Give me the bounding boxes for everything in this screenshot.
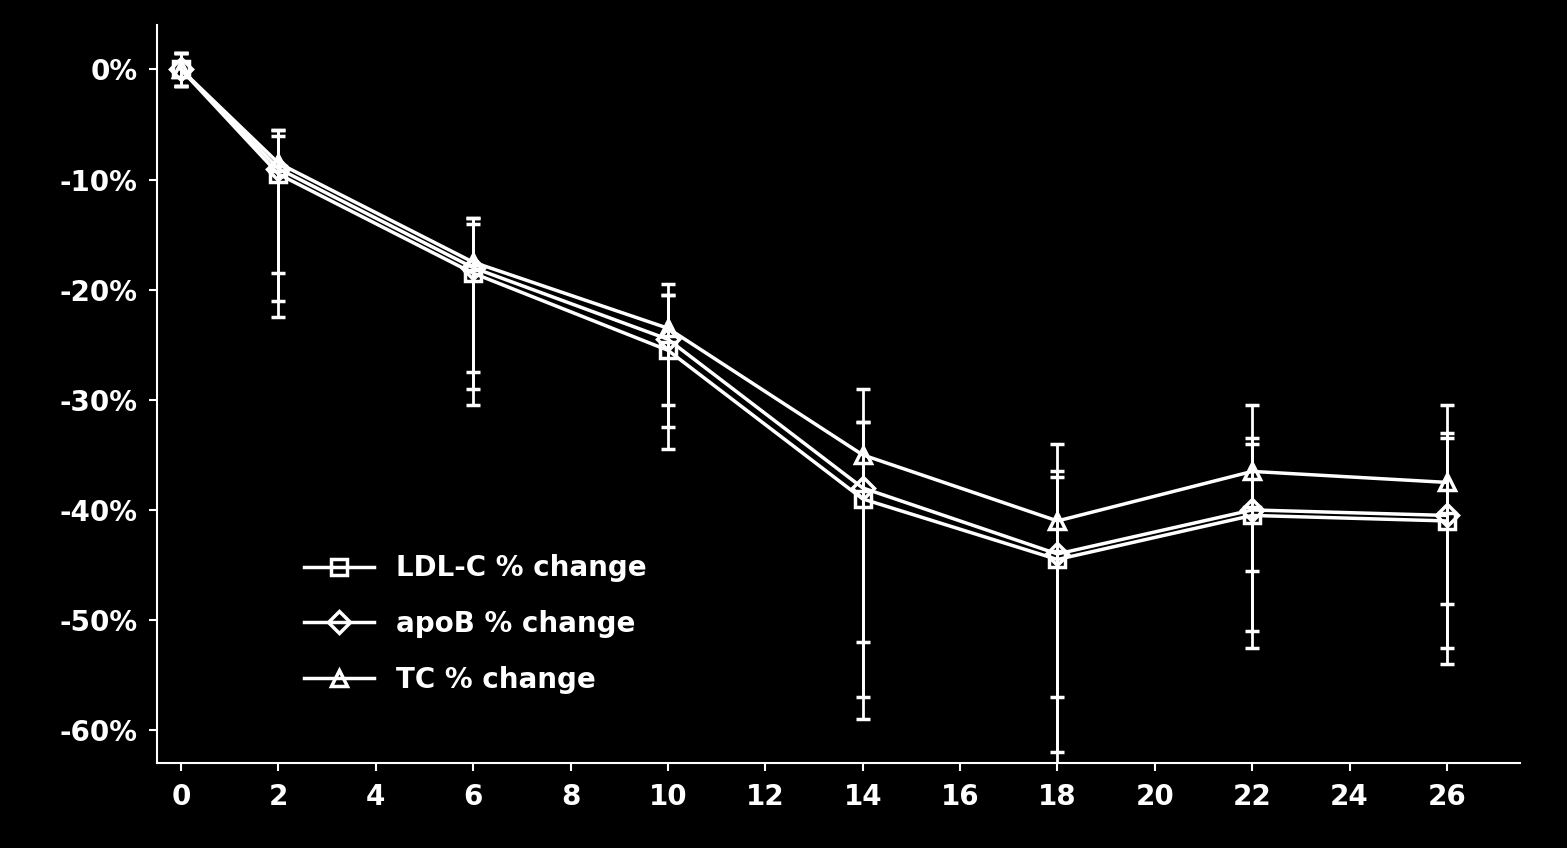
Legend: LDL-C % change, apoB % change, TC % change: LDL-C % change, apoB % change, TC % chan… [293, 544, 658, 705]
